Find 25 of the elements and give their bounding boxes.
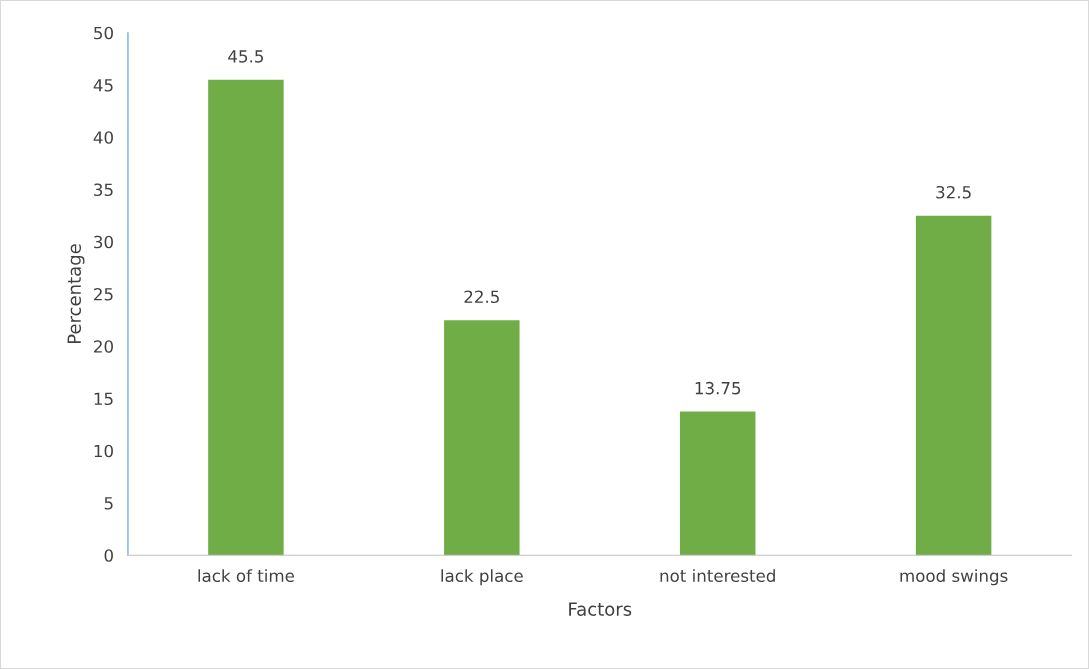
y-tick-label: 45 bbox=[93, 79, 113, 92]
data-label: 13.75 bbox=[695, 381, 741, 395]
y-tick-label: 35 bbox=[94, 183, 113, 197]
y-tick-label: 0 bbox=[104, 549, 113, 562]
x-tick-label: lack place bbox=[441, 569, 523, 586]
x-axis-title: Factors bbox=[569, 602, 632, 616]
y-tick-label: 50 bbox=[94, 26, 113, 40]
y-tick-label: 40 bbox=[93, 131, 113, 144]
data-label: 45.5 bbox=[228, 50, 264, 63]
data-label: 32.5 bbox=[936, 185, 971, 199]
y-tick-label: 20 bbox=[94, 340, 113, 353]
x-tick-label: lack of time bbox=[198, 569, 295, 583]
y-tick-label: 30 bbox=[94, 235, 113, 249]
y-tick-label: 10 bbox=[94, 444, 113, 458]
y-tick-label: 25 bbox=[94, 287, 113, 301]
bar bbox=[208, 79, 284, 556]
y-tick-label: 15 bbox=[94, 392, 113, 406]
data-label: 22.5 bbox=[464, 290, 499, 304]
bar bbox=[915, 215, 992, 556]
bar bbox=[444, 320, 520, 556]
x-tick-label: mood swings bbox=[900, 569, 1008, 586]
bar bbox=[679, 411, 756, 556]
y-tick-label: 5 bbox=[104, 497, 113, 510]
x-tick-label: not interested bbox=[660, 569, 775, 583]
y-axis-title: Percentage bbox=[67, 244, 85, 344]
